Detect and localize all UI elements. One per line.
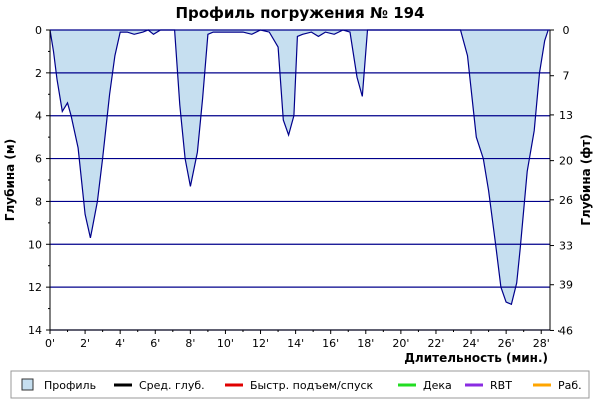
x-tick-label-22: 22' [427,337,444,350]
profile-line [49,29,549,306]
y-tick-label-left-0: 0 [35,24,42,37]
legend-swatch-0 [21,378,34,391]
x-tick-label-18: 18' [357,337,374,350]
y-tick-label-left-8: 8 [35,195,42,208]
y-tick-label-right-26: 26 [559,194,573,207]
y-tick-label-left-6: 6 [35,153,42,166]
legend-frame [10,370,590,399]
legend-label-2: Быстр. подъем/спуск [250,379,374,392]
profile-area [50,30,549,305]
y-tick-label-right-46: 46 [559,324,573,337]
x-tick-label-12: 12' [252,337,269,350]
legend-label-5: Раб. [558,379,582,392]
y-tick-label-left-2: 2 [35,67,42,80]
x-tick-label-14: 14' [287,337,304,350]
y-tick-label-right-13: 13 [559,109,573,122]
x-tick-label-28: 28' [533,337,550,350]
chart-title: Профиль погружения № 194 [175,4,424,22]
x-tick-label-16: 16' [322,337,339,350]
legend-label-4: RBT [490,379,512,392]
y-axis-right: 0 7 13 20 26 33 39 46 [549,24,573,337]
x-tick-label-0: 0' [45,337,55,350]
x-tick-label-26: 26' [498,337,515,350]
legend: Профиль Сред. глуб. Быстр. подъем/спуск Дек… [10,370,590,399]
legend-label-1: Сред. глуб. [139,379,205,392]
y-tick-label-right-7: 7 [563,70,570,83]
y-tick-label-right-0: 0 [563,24,570,37]
x-tick-label-20: 20' [392,337,409,350]
y-tick-label-left-14: 14 [28,324,42,337]
y-tick-label-right-33: 33 [559,240,573,253]
x-tick-label-2: 2' [80,337,90,350]
x-tick-label-8: 8' [185,337,195,350]
y-axis-title-right: Глубина (фт) [579,134,593,225]
legend-label-3: Дека [423,379,452,392]
plot-area [49,29,550,331]
legend-label-0: Профиль [44,379,96,392]
x-tick-label-10: 10' [217,337,234,350]
x-tick-label-6: 6' [150,337,160,350]
x-axis-title: Длительность (мин.) [404,351,548,365]
x-tick-label-4: 4' [115,337,125,350]
y-axis-title-left: Глубина (м) [3,139,17,221]
y-axis-left: 0 2 4 6 8 10 12 14 [28,24,51,337]
x-tick-label-24: 24' [463,337,480,350]
x-axis: 0' 2' 4' 6' 8' 10' 12' 14' 16' 18' 20' 22' 24' 26' 28' [45,329,560,350]
y-tick-label-left-4: 4 [35,110,42,123]
y-tick-label-left-12: 12 [28,281,42,294]
y-tick-label-left-10: 10 [28,238,42,251]
y-tick-label-right-20: 20 [559,155,573,168]
y-tick-label-right-39: 39 [559,279,573,292]
